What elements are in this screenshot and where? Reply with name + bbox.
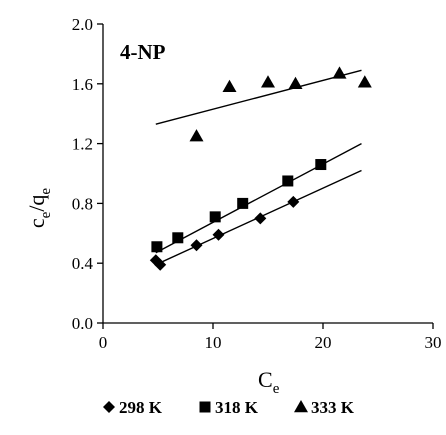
x-axis-title-sub: e (273, 381, 280, 397)
data-point (189, 129, 204, 142)
data-point (222, 79, 237, 93)
svg-text:Ce: Ce (258, 367, 280, 397)
data-point (287, 195, 300, 208)
y-axis-title-main1: c (24, 218, 49, 228)
y-tick-label: 0.4 (72, 254, 94, 273)
data-point (315, 159, 327, 171)
y-axis-title-slash: / (24, 205, 49, 212)
fit-line (155, 142, 362, 254)
y-tick-label: 1.6 (72, 75, 93, 94)
legend-label: 333 K (311, 398, 355, 417)
y-tick-label: 1.2 (72, 135, 93, 154)
data-point (209, 211, 221, 223)
y-axis-title-sub2: e (38, 188, 54, 195)
data-point (172, 232, 184, 244)
data-point (332, 66, 347, 79)
data-point (282, 175, 294, 187)
x-tick-label: 20 (315, 333, 332, 352)
y-axis-title-main2: q (24, 195, 49, 206)
data-point (151, 241, 163, 253)
data-point (190, 239, 203, 252)
data-point (288, 76, 303, 90)
data-point (357, 75, 372, 88)
x-tick-label: 30 (425, 333, 442, 352)
data-point (261, 75, 275, 88)
data-point (237, 197, 249, 209)
x-axis-title: Ce (258, 367, 280, 397)
data-point (154, 258, 167, 271)
data-point (212, 228, 225, 241)
fit-line (155, 69, 362, 125)
legend: 298 K 318 K 333 K (103, 398, 355, 417)
data-markers (149, 66, 372, 271)
legend-marker (103, 401, 115, 413)
legend-label: 318 K (215, 398, 259, 417)
data-point (254, 212, 267, 225)
y-tick-label: 0.0 (72, 314, 93, 333)
x-tick-label: 10 (205, 333, 222, 352)
panel-annotation: 4-NP (120, 40, 166, 64)
legend-marker (294, 400, 308, 413)
y-axis-title: ce/qe (24, 188, 54, 229)
y-tick-label: 0.8 (72, 194, 93, 213)
fit-lines (155, 69, 362, 266)
svg-text:ce/qe: ce/qe (24, 188, 54, 229)
y-axis-title-sub1: e (38, 211, 54, 218)
x-tick-label: 0 (99, 333, 108, 352)
y-tick-label: 2.0 (72, 15, 93, 34)
legend-marker (199, 401, 211, 413)
legend-label: 298 K (119, 398, 163, 417)
x-axis-title-main: C (258, 367, 273, 392)
axes: 0.0 0.4 0.8 1.2 1.6 2.0 0 10 20 30 (72, 15, 442, 352)
